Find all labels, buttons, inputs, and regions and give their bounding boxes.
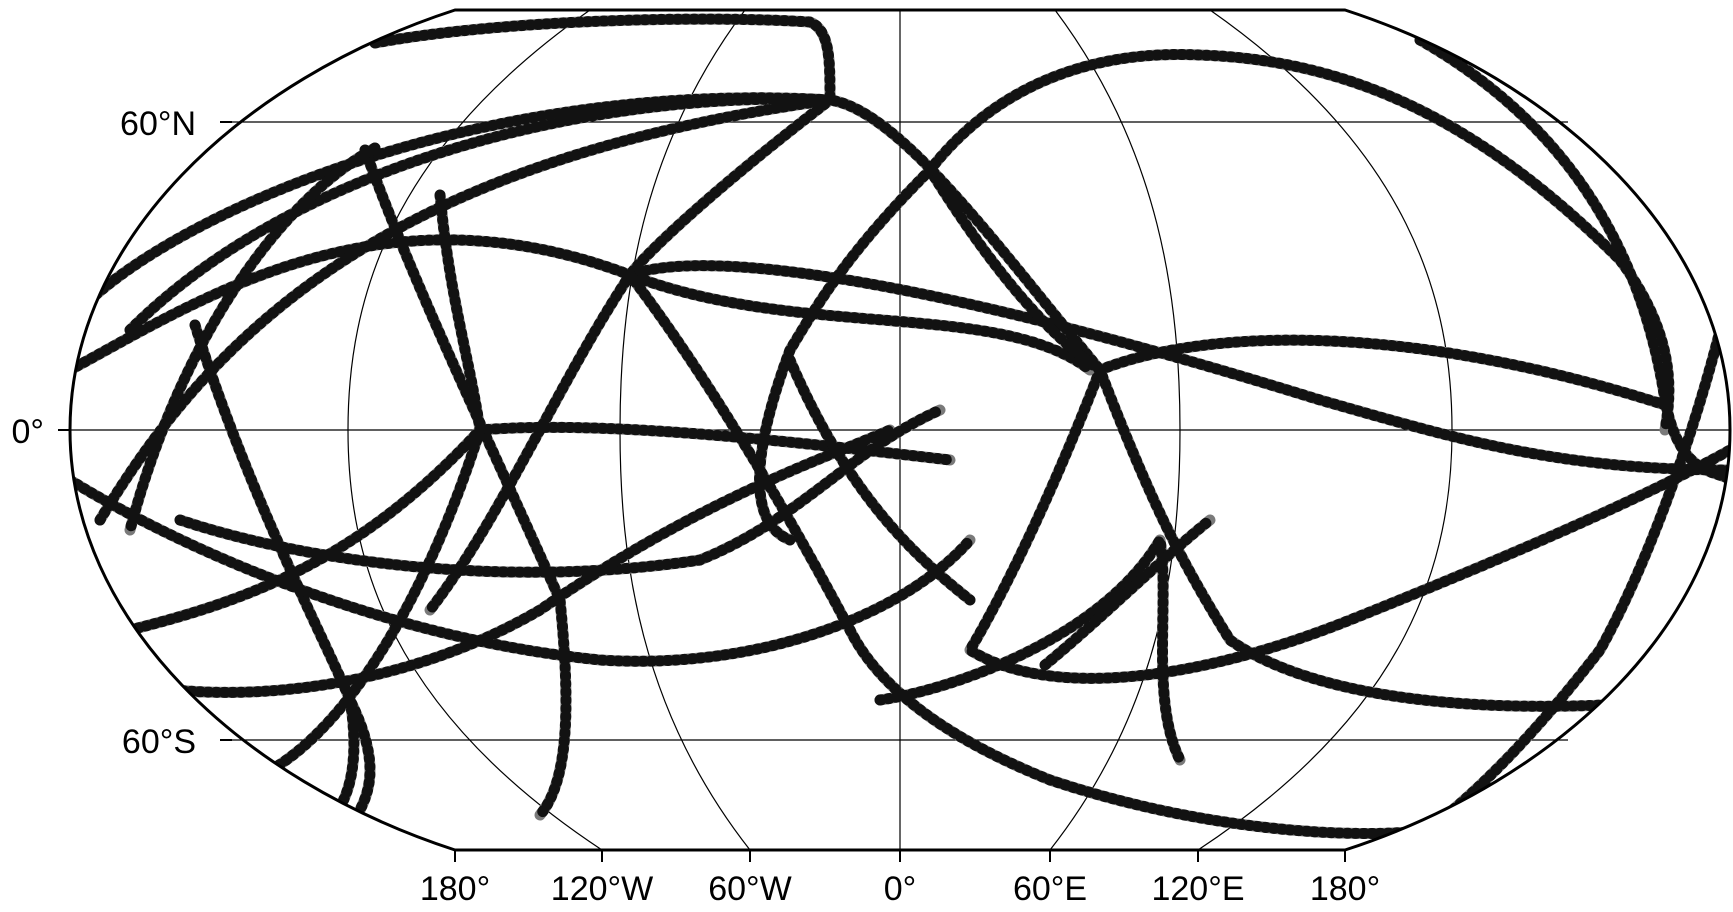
frame-ticks — [58, 121, 1346, 862]
track-ticks — [424, 269, 636, 616]
track-swath — [924, 164, 1686, 712]
track-ticks — [874, 534, 1186, 766]
track-swath — [624, 269, 1436, 839]
lat-label-equator: 0° — [11, 413, 44, 451]
track-ticks — [169, 424, 896, 698]
track-ticks — [924, 164, 1686, 712]
track-ticks — [94, 94, 836, 526]
lon-label-60e: 60°E — [1012, 870, 1088, 908]
track-ticks — [624, 260, 1730, 476]
track-ticks — [124, 424, 486, 636]
lat-label-60n: 60°N — [120, 105, 196, 143]
track-ticks — [1039, 514, 1216, 671]
lon-label-120e: 120°E — [1151, 870, 1245, 908]
meridian-120e — [1197, 9, 1453, 851]
track-ticks — [1094, 334, 1671, 411]
track-ticks — [174, 404, 946, 578]
track-ticks — [369, 13, 836, 106]
track-ticks — [124, 142, 381, 536]
tracks — [70, 13, 1730, 850]
track-ticks — [244, 424, 486, 786]
track-ticks — [754, 164, 936, 546]
lon-label-60w: 60°W — [708, 870, 792, 908]
track-ticks — [784, 354, 976, 606]
lon-label-180e: 180° — [1309, 870, 1381, 908]
track-ticks — [359, 144, 572, 821]
track-ticks — [434, 189, 956, 466]
track-ticks — [70, 474, 976, 667]
track-ticks — [189, 319, 376, 816]
track-ticks — [70, 234, 1096, 376]
lon-label-120w: 120°W — [550, 870, 654, 908]
lat-label-60s: 60°S — [121, 723, 196, 761]
track-swath — [94, 94, 836, 526]
track-ticks — [1414, 34, 1730, 486]
track-ticks — [924, 48, 1675, 436]
track-ticks — [624, 269, 1436, 839]
lon-label-180w: 180° — [419, 870, 491, 908]
lon-label-0: 0° — [883, 870, 917, 908]
meridian-60e — [1049, 9, 1181, 851]
